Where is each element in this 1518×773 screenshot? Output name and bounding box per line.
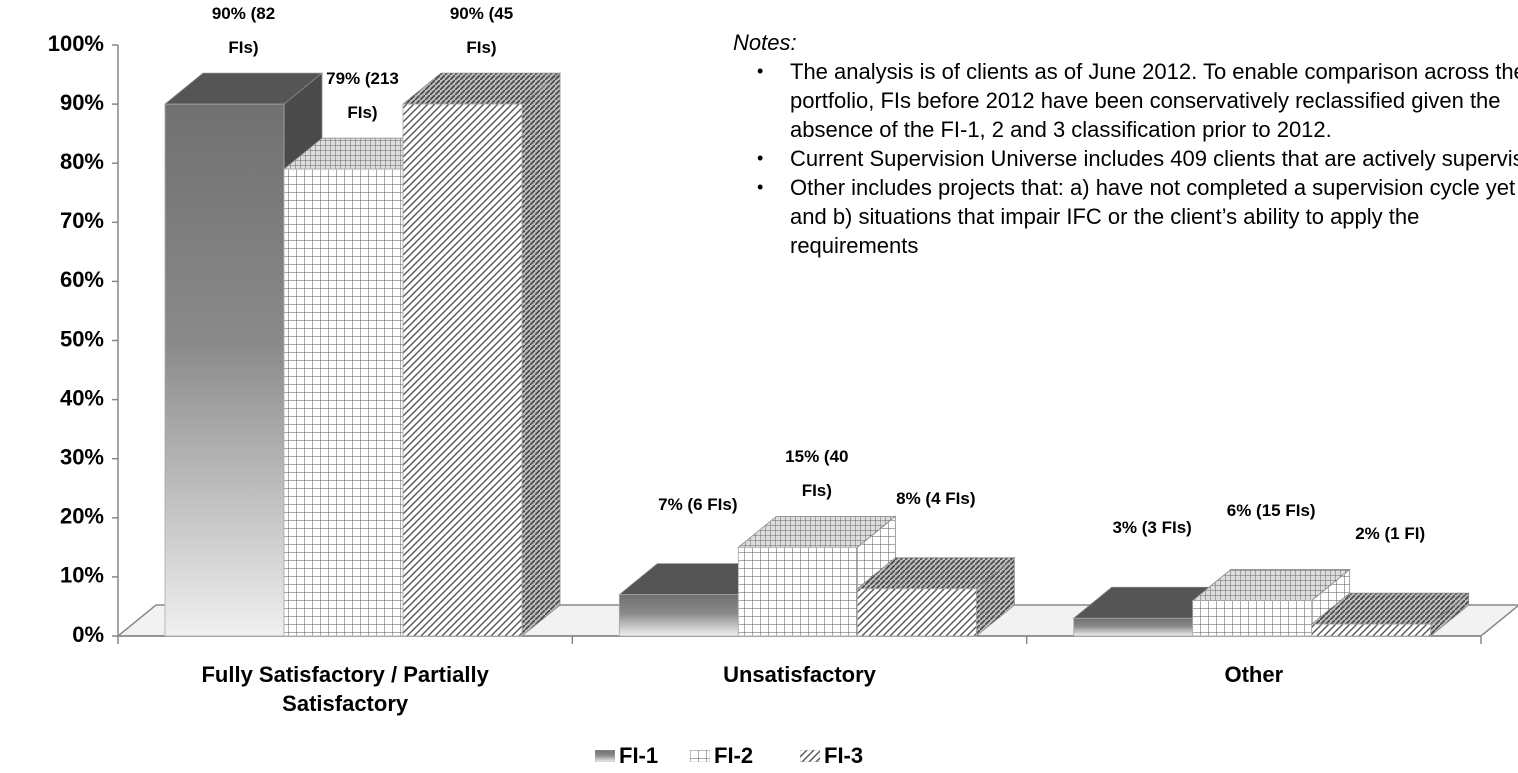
data-label: 3% (3 FIs) xyxy=(1112,518,1192,538)
legend-item: FI-1 xyxy=(595,743,658,769)
y-tick-label: 50% xyxy=(60,326,104,351)
x-tick-label: Fully Satisfactory / Partially Satisfact… xyxy=(201,662,489,716)
y-tick-label: 80% xyxy=(60,149,104,174)
bar-front xyxy=(402,103,523,637)
bar-front xyxy=(618,594,739,637)
legend-item: FI-3 xyxy=(800,743,863,769)
legend-label: FI-2 xyxy=(714,743,754,768)
note: Current Supervision Universe includes 40… xyxy=(757,144,1518,173)
bar-side xyxy=(521,72,561,637)
bar xyxy=(856,556,1016,637)
legend-label: FI-3 xyxy=(824,743,864,768)
notes-list: The analysis is of clients as of June 20… xyxy=(733,57,1518,260)
data-label: 6% (15 FIs) xyxy=(1226,500,1316,520)
bar-front xyxy=(283,168,404,637)
bar xyxy=(1191,568,1351,637)
data-label: 15% (40 FIs) xyxy=(785,447,849,501)
y-tick-label: 20% xyxy=(60,504,104,529)
bar-front xyxy=(737,546,858,637)
legend-swatch xyxy=(690,750,710,762)
y-tick-label: 90% xyxy=(60,90,104,115)
y-tick-label: 40% xyxy=(60,385,104,410)
legend-swatch xyxy=(800,750,820,762)
y-tick-label: 10% xyxy=(60,563,104,588)
note: Other includes projects that: a) have no… xyxy=(757,173,1518,260)
bar xyxy=(401,72,562,637)
bar-front xyxy=(164,103,285,637)
y-tick-label: 100% xyxy=(48,31,104,56)
x-tick-label: Unsatisfactory xyxy=(723,662,876,687)
legend-swatch xyxy=(595,750,615,762)
legend-label: FI-1 xyxy=(619,743,659,768)
legend-item: FI-2 xyxy=(690,743,753,769)
notes-title: Notes: xyxy=(733,30,797,55)
data-label: 2% (1 FI) xyxy=(1355,524,1426,544)
bar xyxy=(1310,592,1470,637)
bar-front xyxy=(1192,600,1313,637)
note: The analysis is of clients as of June 20… xyxy=(757,57,1518,144)
y-tick-label: 30% xyxy=(60,445,104,470)
data-label: 90% (82 FIs) xyxy=(211,4,276,58)
y-tick-label: 60% xyxy=(60,267,104,292)
y-tick-label: 70% xyxy=(60,208,104,233)
x-tick-label: Other xyxy=(1224,662,1284,687)
data-label: 7% (6 FIs) xyxy=(658,494,738,514)
data-label: 79% (213 FIs) xyxy=(326,69,399,123)
notes: Notes: The analysis is of clients as of … xyxy=(733,28,1518,260)
bar-front xyxy=(1073,617,1194,637)
data-label: 8% (4 FIs) xyxy=(896,488,976,508)
data-label: 90% (45 FIs) xyxy=(449,4,514,58)
bar-front xyxy=(856,588,977,637)
y-tick-label: 0% xyxy=(72,622,104,647)
bar-front xyxy=(1311,623,1432,637)
